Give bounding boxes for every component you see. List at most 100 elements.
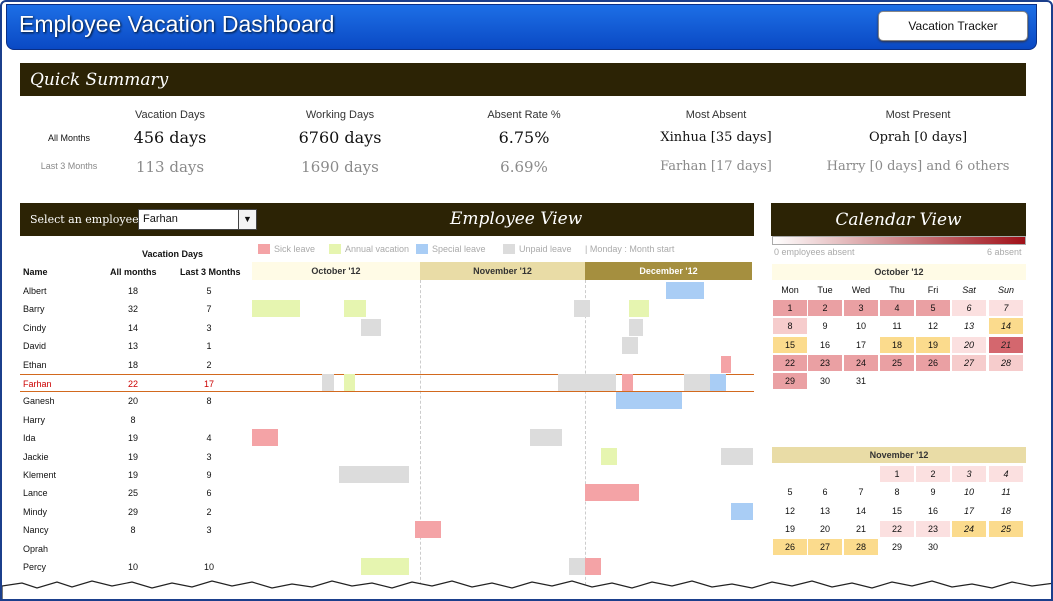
calendar-day[interactable]: 24 (952, 520, 986, 537)
vacation-bar (684, 374, 710, 391)
table-row[interactable]: Jackie 19 3 (20, 448, 754, 466)
calendar-day[interactable]: 28 (989, 354, 1023, 371)
qs-header-working-days: Working Days (305, 109, 375, 121)
calendar-day[interactable]: 31 (855, 376, 866, 387)
calendar-day[interactable]: 26 (773, 539, 807, 556)
calendar-day[interactable]: 21 (989, 336, 1023, 353)
calendar-day[interactable]: 11 (892, 321, 902, 332)
calendar-day[interactable]: 10 (855, 321, 866, 332)
calendar-day[interactable]: 25 (880, 354, 914, 371)
special-leave-swatch (416, 244, 428, 254)
table-row[interactable]: Cindy 14 3 (20, 319, 754, 337)
table-row[interactable]: Nancy 8 3 (20, 521, 754, 539)
calendar-day[interactable]: 18 (880, 336, 914, 353)
table-row[interactable]: Harry 8 (20, 411, 754, 429)
employee-all-months: 18 (127, 359, 138, 370)
calendar-day[interactable]: 14 (855, 505, 866, 516)
table-row[interactable]: Oprah (20, 540, 754, 558)
calendar-day[interactable]: 2 (808, 300, 842, 316)
calendar-day[interactable]: 4 (989, 466, 1023, 482)
calendar-day[interactable]: 28 (844, 539, 878, 556)
dropdown-arrow-icon[interactable]: ▼ (238, 210, 256, 229)
calendar-day[interactable]: 13 (963, 321, 974, 332)
table-row[interactable]: David 13 1 (20, 337, 754, 355)
calendar-day[interactable]: 15 (891, 505, 902, 516)
calendar-day[interactable]: 25 (989, 520, 1023, 537)
calendar-day[interactable]: 12 (927, 321, 938, 332)
calendar-day[interactable]: 29 (773, 373, 807, 390)
weekday-header: Fri (927, 285, 939, 295)
calendar-day[interactable]: 10 (963, 487, 974, 498)
vacation-bar (322, 374, 334, 391)
calendar-day[interactable]: 30 (927, 542, 938, 553)
calendar-day[interactable]: 23 (916, 520, 950, 537)
calendar-day[interactable]: 9 (822, 321, 828, 332)
employee-all-months: 18 (127, 286, 138, 296)
calendar-day[interactable]: 1 (880, 466, 914, 482)
table-row[interactable]: Mindy 29 2 (20, 503, 754, 521)
calendar-day[interactable]: 2 (916, 466, 950, 482)
table-row[interactable]: Percy 10 10 (20, 558, 754, 576)
calendar-day[interactable]: 26 (916, 354, 950, 371)
calendar-day[interactable]: 17 (855, 339, 866, 350)
calendar-day[interactable]: 24 (844, 354, 878, 371)
calendar-day[interactable]: 8 (773, 318, 807, 335)
employee-last3: 3 (206, 322, 212, 333)
calendar-day[interactable]: 6 (952, 300, 986, 316)
calendar-day[interactable]: 23 (808, 354, 842, 371)
calendar-day[interactable]: 11 (1001, 487, 1011, 498)
calendar-day[interactable]: 16 (927, 505, 938, 516)
calendar-day[interactable]: 9 (930, 487, 936, 498)
vacation-bar (731, 502, 753, 520)
table-row[interactable]: Farhan 22 17 (20, 374, 754, 392)
calendar-day[interactable]: 14 (989, 318, 1023, 335)
employee-all-months: 8 (130, 525, 136, 536)
calendar-day[interactable]: 7 (989, 300, 1023, 316)
calendar-day[interactable]: 17 (963, 505, 974, 516)
table-row[interactable]: Ethan 18 2 (20, 356, 754, 374)
calendar-day[interactable]: 15 (773, 336, 807, 353)
table-row[interactable]: Ganesh 20 8 (20, 392, 754, 410)
calendar-day[interactable]: 19 (916, 336, 950, 353)
employee-all-months: 25 (127, 488, 138, 499)
employee-select[interactable]: Farhan ▼ (138, 209, 257, 230)
calendar-day[interactable]: 3 (844, 300, 878, 316)
calendar-day[interactable]: 27 (952, 354, 986, 371)
calendar-day[interactable]: 13 (819, 505, 830, 516)
calendar-day[interactable]: 8 (894, 487, 900, 498)
calendar-day[interactable]: 22 (880, 520, 914, 537)
calendar-day[interactable]: 4 (880, 300, 914, 316)
calendar-day[interactable]: 6 (822, 487, 828, 498)
calendar-day[interactable]: 22 (773, 354, 807, 371)
employee-last3: 6 (206, 488, 212, 499)
calendar-day[interactable]: 5 (787, 487, 793, 498)
qs-most-absent-all: Xinhua [35 days] (660, 130, 772, 145)
calendar-day[interactable]: 29 (891, 542, 902, 553)
calendar-day[interactable]: 16 (819, 339, 830, 350)
calendar-day[interactable]: 7 (858, 487, 864, 498)
table-row[interactable]: Klement 19 9 (20, 466, 754, 484)
calendar-day[interactable]: 20 (952, 336, 986, 353)
table-row[interactable]: Ida 19 4 (20, 429, 754, 447)
employee-all-months: 32 (127, 304, 138, 315)
calendar-day[interactable]: 27 (808, 539, 842, 556)
calendar-day[interactable]: 30 (819, 376, 830, 387)
calendar-day[interactable]: 12 (784, 505, 795, 516)
qs-most-absent-last3: Farhan [17 days] (660, 159, 772, 174)
calendar-day[interactable]: 1 (773, 300, 807, 316)
employee-name: Jackie (23, 451, 49, 462)
qs-header-most-absent: Most Absent (685, 109, 747, 121)
employee-all-months: 14 (127, 322, 138, 333)
calendar-day[interactable]: 18 (1000, 505, 1011, 516)
calendar-day[interactable]: 20 (819, 523, 830, 534)
table-row[interactable]: Lance 25 6 (20, 484, 754, 502)
table-row[interactable]: Albert 18 5 (20, 282, 754, 300)
calendar-day[interactable]: 21 (855, 523, 866, 534)
calendar-day[interactable]: 5 (916, 300, 950, 316)
calendar-day[interactable]: 3 (952, 466, 986, 482)
employee-all-months: 19 (127, 470, 138, 480)
vacation-tracker-button[interactable]: Vacation Tracker (878, 11, 1028, 41)
calendar-day[interactable]: 19 (784, 523, 795, 534)
table-row[interactable]: Barry 32 7 (20, 300, 754, 318)
vacation-bar (616, 392, 682, 410)
